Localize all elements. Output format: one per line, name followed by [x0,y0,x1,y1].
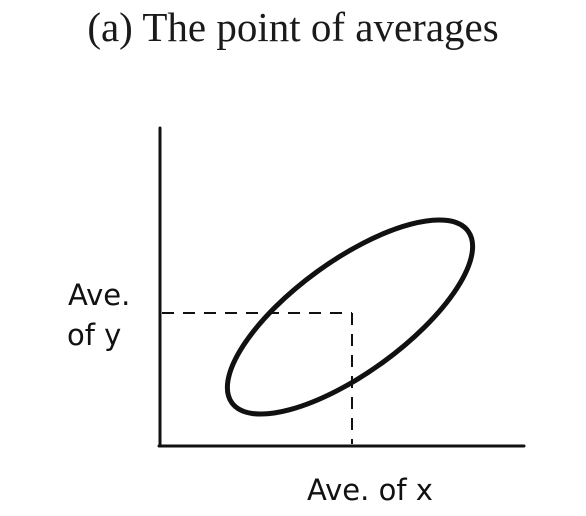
point-cloud-ellipse [224,217,476,417]
ave-y-label-line2: of y [67,318,121,352]
ave-x-label: Ave. of x [307,473,433,507]
figure-title: (a) The point of averages [87,4,499,50]
ave-y-label-line1: Ave. [68,278,130,312]
